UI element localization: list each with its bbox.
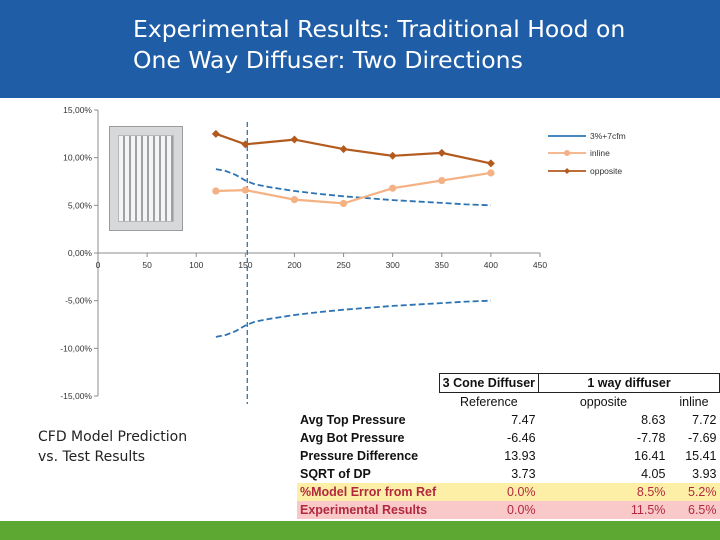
legend-label: inline (590, 148, 610, 158)
cell: 16.41 (634, 449, 666, 463)
bottom-bar (0, 521, 720, 540)
table-header-3cone: 3 Cone Diffuser (438, 373, 540, 393)
x-tick-label: 250 (336, 260, 350, 270)
legend-marker (564, 168, 570, 174)
legend-marker (564, 150, 570, 156)
series-line-opposite (215, 132, 492, 165)
title-bar: Experimental Results: Traditional Hood o… (0, 0, 720, 98)
x-tick-label: 100 (189, 260, 203, 270)
inline-point (438, 176, 446, 185)
table-subheader-blank (297, 393, 439, 412)
x-tick-label: 50 (142, 260, 152, 270)
table-row: Pressure Difference 13.93 16.41 15.41 (297, 447, 720, 465)
legend-label: opposite (590, 166, 622, 176)
opposite-point (437, 148, 446, 157)
x-tick-label: 300 (386, 260, 400, 270)
inline-point (389, 184, 397, 192)
series-line-inline (215, 171, 492, 205)
opposite-point (290, 135, 299, 144)
caption: CFD Model Prediction vs. Test Results (38, 427, 187, 467)
table-header-1way: 1 way diffuser (538, 373, 720, 393)
table-subheader-row: Reference opposite inline (297, 393, 720, 412)
table-header-blank (297, 374, 439, 393)
cell: -6.46 (507, 431, 536, 445)
cell: -7.78 (636, 431, 666, 445)
cell: 8.63 (641, 413, 666, 427)
slide-title: Experimental Results: Traditional Hood o… (133, 14, 625, 76)
y-tick-label: 0,00% (68, 248, 93, 258)
table-row: Avg Bot Pressure -6.46 -7.78 -7.69 (297, 429, 720, 447)
series-line-3-7cfm-upper (215, 168, 491, 207)
row-label: Avg Bot Pressure (300, 431, 405, 445)
row-label: Pressure Difference (300, 449, 419, 463)
table-header-row: 3 Cone Diffuser 1 way diffuser (297, 373, 720, 393)
row-label: SQRT of DP (300, 467, 371, 481)
caption-line-2: vs. Test Results (38, 449, 146, 465)
inline-point (212, 187, 220, 195)
x-tick-label: 350 (435, 260, 449, 270)
x-tick-label: 200 (287, 260, 301, 270)
inline-point (290, 196, 299, 204)
opposite-point (486, 159, 495, 168)
table-subheader-opposite: opposite (579, 395, 628, 409)
inline-point (487, 169, 495, 177)
table-subheader-reference: Reference (459, 395, 518, 409)
x-tick-label: 450 (533, 260, 547, 270)
y-tick-label: 5,00% (68, 200, 93, 210)
title-line-2: One Way Diffuser: Two Directions (133, 46, 523, 74)
opposite-point (211, 129, 220, 138)
cell: 4.05 (641, 467, 666, 481)
cell: 5.2% (688, 485, 717, 499)
cell: 11.5% (630, 503, 666, 517)
chart-series (211, 129, 495, 338)
table-row-model-error: %Model Error from Ref 0.0% 8.5% 5.2% (297, 483, 720, 501)
x-tick-label: 150 (238, 260, 252, 270)
cell: -7.69 (688, 431, 717, 445)
cell: 0.0% (507, 503, 536, 517)
inline-point (241, 186, 249, 194)
line-chart: 15,00% 10,00% 5,00% 0,00% -5,00% -10,00% -15,0… (60, 105, 626, 404)
table-row-experimental: Experimental Results 0.0% 11.5% 6.5% (297, 501, 720, 519)
x-tick-label: 0 (96, 260, 101, 270)
y-tick-label: -5,00% (65, 296, 92, 306)
row-label: Experimental Results (300, 503, 428, 517)
cell: 15.41 (685, 449, 717, 463)
diffuser-slats (118, 135, 174, 222)
table-subheader-inline: inline (679, 395, 709, 409)
table-row: Avg Top Pressure 7.47 8.63 7.72 (297, 411, 720, 429)
cell: 3.73 (511, 467, 536, 481)
cell: 3.93 (692, 467, 717, 481)
x-tick-label: 400 (484, 260, 498, 270)
row-label: %Model Error from Ref (300, 485, 437, 499)
chart-legend: 3%+7cfm inline opposite (548, 131, 626, 176)
series-line-3-7cfm-lower (215, 299, 491, 338)
y-tick-label: 10,00% (63, 153, 92, 163)
cell: 6.5% (688, 503, 717, 517)
opposite-point (241, 140, 250, 149)
results-table: 3 Cone Diffuser 1 way diffuser Reference… (297, 373, 720, 519)
cell: 0.0% (507, 485, 536, 499)
cell: 8.5% (636, 485, 666, 499)
chart-axes: 15,00% 10,00% 5,00% 0,00% -5,00% -10,00% -15,0… (60, 105, 547, 404)
cell: 13.93 (504, 449, 536, 463)
title-line-1: Experimental Results: Traditional Hood o… (133, 15, 626, 43)
caption-line-1: CFD Model Prediction (38, 429, 188, 445)
y-tick-label: -10,00% (60, 343, 92, 353)
y-tick-label: 15,00% (63, 105, 92, 115)
opposite-point (339, 145, 348, 154)
y-tick-label: -15,00% (60, 391, 92, 401)
diffuser-image (109, 126, 183, 231)
row-label: Avg Top Pressure (300, 413, 406, 427)
legend-label: 3%+7cfm (590, 131, 626, 141)
cell: 7.72 (692, 413, 717, 427)
cell: 7.47 (511, 413, 536, 427)
inline-point (339, 199, 348, 208)
table-row: SQRT of DP 3.73 4.05 3.93 (297, 465, 720, 483)
opposite-point (388, 151, 397, 160)
